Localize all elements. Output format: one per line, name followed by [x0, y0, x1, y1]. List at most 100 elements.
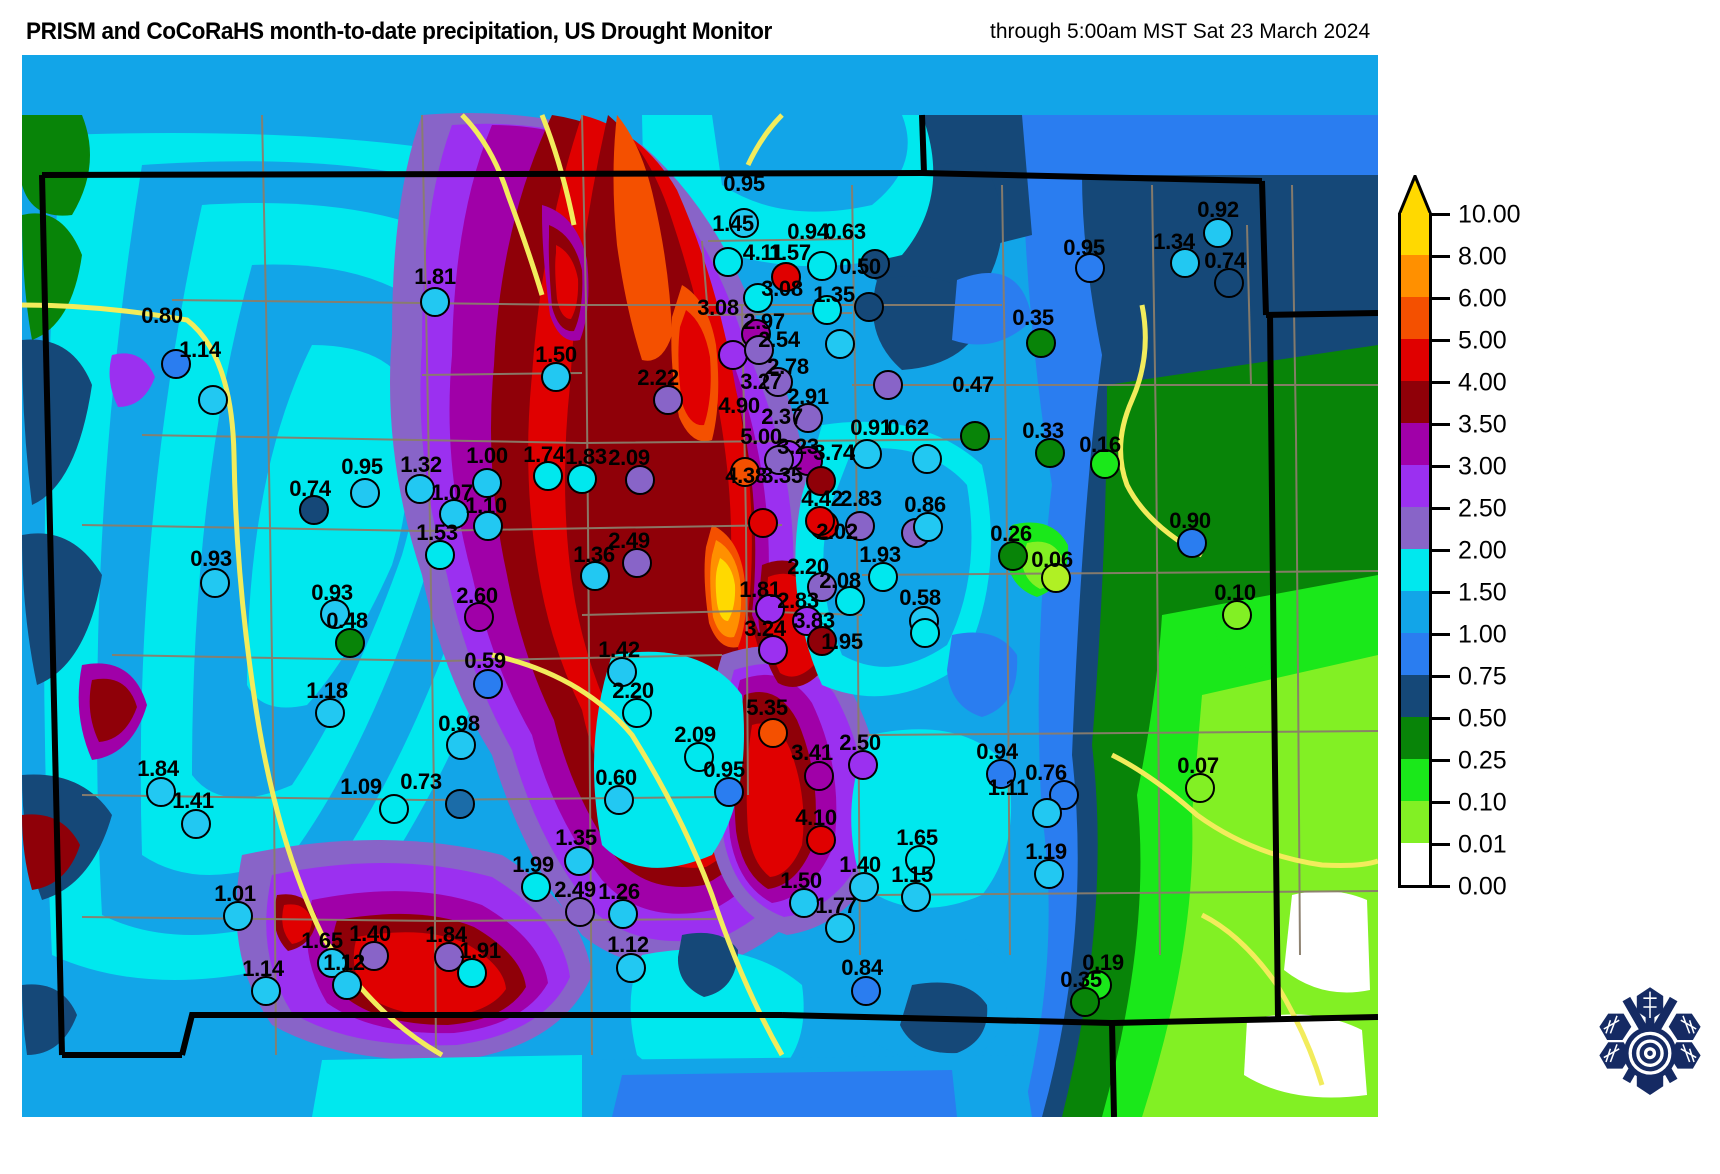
station-marker[interactable] [625, 465, 655, 495]
station-marker[interactable] [420, 287, 450, 317]
station-marker[interactable] [825, 329, 855, 359]
station-marker[interactable] [446, 730, 476, 760]
station-marker[interactable] [748, 508, 778, 538]
station-marker[interactable] [198, 385, 228, 415]
station-marker[interactable] [616, 953, 646, 983]
station-marker[interactable] [825, 913, 855, 943]
station-marker[interactable] [684, 742, 714, 772]
station-marker[interactable] [181, 809, 211, 839]
station-marker[interactable] [580, 561, 610, 591]
station-marker[interactable] [755, 594, 785, 624]
station-marker[interactable] [913, 512, 943, 542]
station-marker[interactable] [1203, 218, 1233, 248]
station-marker[interactable] [998, 541, 1028, 571]
station-marker[interactable] [223, 901, 253, 931]
station-marker[interactable] [763, 367, 793, 397]
station-marker[interactable] [793, 403, 823, 433]
station-marker[interactable] [1170, 248, 1200, 278]
station-marker[interactable] [789, 888, 819, 918]
station-marker[interactable] [161, 349, 191, 379]
station-marker[interactable] [1026, 328, 1056, 358]
station-marker[interactable] [758, 635, 788, 665]
station-marker[interactable] [315, 698, 345, 728]
station-marker[interactable] [806, 466, 836, 496]
station-marker[interactable] [835, 586, 865, 616]
station-marker[interactable] [332, 970, 362, 1000]
station-marker[interactable] [299, 495, 329, 525]
station-marker[interactable] [758, 718, 788, 748]
station-marker[interactable] [473, 669, 503, 699]
station-marker[interactable] [845, 511, 875, 541]
station-marker[interactable] [848, 750, 878, 780]
station-marker[interactable] [350, 478, 380, 508]
station-marker[interactable] [567, 464, 597, 494]
station-marker[interactable] [1185, 773, 1215, 803]
station-marker[interactable] [653, 385, 683, 415]
station-marker[interactable] [1075, 253, 1105, 283]
station-marker[interactable] [608, 899, 638, 929]
station-marker[interactable] [960, 421, 990, 451]
station-marker[interactable] [807, 572, 837, 602]
station-marker[interactable] [320, 599, 350, 629]
station-marker[interactable] [472, 468, 502, 498]
station-marker[interactable] [852, 439, 882, 469]
station-marker[interactable] [251, 976, 281, 1006]
station-marker[interactable] [807, 626, 837, 656]
station-marker[interactable] [910, 618, 940, 648]
station-marker[interactable] [622, 698, 652, 728]
station-marker[interactable] [851, 976, 881, 1006]
station-marker[interactable] [1035, 438, 1065, 468]
station-marker[interactable] [317, 948, 347, 978]
station-marker[interactable] [1070, 987, 1100, 1017]
station-marker[interactable] [804, 761, 834, 791]
station-marker[interactable] [912, 444, 942, 474]
station-marker[interactable] [873, 370, 903, 400]
station-marker[interactable] [805, 506, 835, 536]
station-marker[interactable] [405, 474, 435, 504]
station-marker[interactable] [1041, 563, 1071, 593]
station-marker[interactable] [1177, 528, 1207, 558]
station-marker[interactable] [622, 548, 652, 578]
station-marker[interactable] [1032, 798, 1062, 828]
station-marker[interactable] [425, 540, 455, 570]
station-marker[interactable] [806, 825, 836, 855]
station-marker[interactable] [730, 457, 760, 487]
station-marker[interactable] [901, 882, 931, 912]
station-marker[interactable] [565, 897, 595, 927]
station-marker[interactable] [764, 445, 794, 475]
station-marker[interactable] [541, 362, 571, 392]
station-marker[interactable] [854, 292, 884, 322]
station-marker[interactable] [713, 247, 743, 277]
station-marker[interactable] [533, 461, 563, 491]
station-marker[interactable] [807, 251, 837, 281]
station-marker[interactable] [473, 511, 503, 541]
station-marker[interactable] [714, 777, 744, 807]
station-marker[interactable] [200, 568, 230, 598]
station-marker[interactable] [743, 283, 773, 313]
station-marker[interactable] [718, 340, 748, 370]
station-marker[interactable] [1214, 268, 1244, 298]
station-marker[interactable] [1034, 859, 1064, 889]
station-marker[interactable] [812, 295, 842, 325]
station-marker[interactable] [359, 941, 389, 971]
station-marker[interactable] [860, 249, 890, 279]
station-marker[interactable] [1090, 449, 1120, 479]
station-marker[interactable] [604, 785, 634, 815]
station-marker[interactable] [868, 562, 898, 592]
station-marker[interactable] [607, 657, 637, 687]
station-marker[interactable] [986, 759, 1016, 789]
station-marker[interactable] [439, 499, 469, 529]
station-marker[interactable] [905, 845, 935, 875]
station-marker[interactable] [564, 846, 594, 876]
station-marker[interactable] [521, 872, 551, 902]
station-marker[interactable] [445, 789, 475, 819]
station-marker[interactable] [457, 958, 487, 988]
station-marker[interactable] [464, 602, 494, 632]
station-marker[interactable] [849, 872, 879, 902]
station-marker[interactable] [771, 262, 801, 292]
station-marker[interactable] [744, 335, 774, 365]
station-marker[interactable] [146, 777, 176, 807]
precipitation-map[interactable]: 0.95 0.92 1.45 0.94 0.63 0.95 1.34 0.74 4.11 1.57… [22, 55, 1378, 1117]
station-marker[interactable] [729, 208, 759, 238]
station-marker[interactable] [335, 628, 365, 658]
